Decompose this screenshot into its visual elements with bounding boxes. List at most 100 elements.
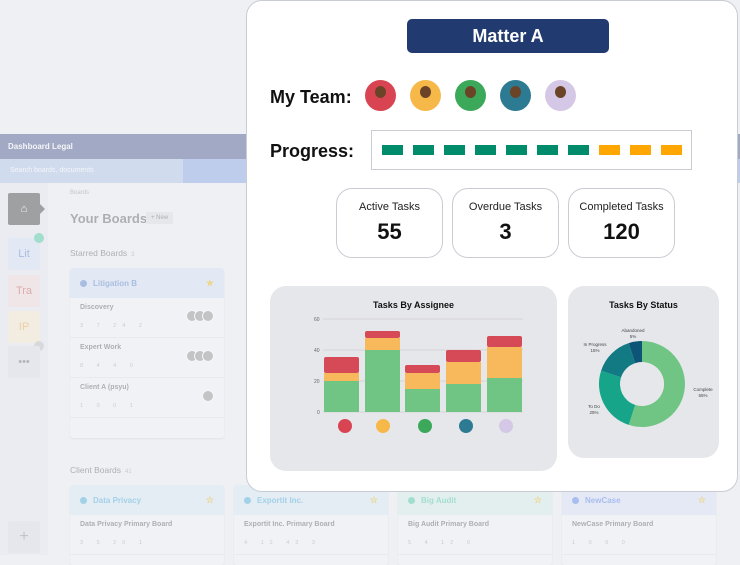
matter-panel: Matter A My Team: .f1::after{background:… [246, 0, 738, 492]
svg-text:0: 0 [317, 410, 320, 416]
svg-text:40: 40 [314, 348, 320, 354]
team-avatars: .f1::after{background:#eee} [365, 80, 576, 111]
svg-text:To Do: To Do [588, 404, 600, 409]
chart-title: Tasks By Assignee [372, 300, 455, 310]
svg-text:In Progress: In Progress [583, 342, 607, 347]
client-label: Client Boards [70, 465, 122, 475]
progress-label: Progress: [270, 141, 355, 161]
avatar[interactable] [545, 80, 576, 111]
board-card[interactable]: Big Audit ☆ Big Audit Primary Board 5 4 12… [398, 485, 552, 565]
avatar-group [186, 310, 214, 322]
star-outline-icon[interactable]: ☆ [533, 494, 542, 505]
svg-text:Abandoned: Abandoned [621, 328, 645, 333]
board-row[interactable]: Big Audit Primary Board 5 4 12 0 [398, 515, 552, 555]
row-counts: 1 0 0 1 [80, 403, 139, 409]
svg-text:55%: 55% [698, 393, 707, 398]
progress-segment-done [475, 145, 496, 155]
board-card-litigation-b[interactable]: Litigation B ★ Discovery 3 7 24 2 Expert W… [70, 268, 224, 438]
stat-overdue-tasks: Overdue Tasks 3 [452, 188, 559, 258]
board-name[interactable]: Exportit Inc. [257, 495, 304, 505]
status-dot [34, 341, 44, 351]
plus-icon: + [19, 528, 29, 545]
stat-value: 55 [377, 219, 402, 244]
row-title: Expert Work [80, 344, 122, 351]
row-title: Exportit Inc. Primary Board [244, 521, 335, 528]
row-title: Big Audit Primary Board [408, 521, 490, 528]
rail-item-lit[interactable]: Lit [8, 238, 40, 270]
board-name[interactable]: Big Audit [421, 495, 457, 505]
starred-count: 3 [131, 252, 135, 258]
row-counts: 3 7 24 2 [80, 323, 148, 329]
svg-text:20: 20 [314, 379, 320, 385]
star-outline-icon[interactable]: ☆ [205, 494, 214, 505]
progress-segment-todo [630, 145, 651, 155]
client-boards-heading: Client Boards 41 [70, 465, 132, 475]
board-row[interactable]: Client A (psyu) 1 0 0 1 [70, 378, 224, 418]
client-count: 41 [125, 469, 132, 475]
row-counts: 4 12 43 3 [244, 540, 321, 546]
avatar[interactable] [455, 80, 486, 111]
board-card[interactable]: NewCase ☆ NewCase Primary Board 1 0 9 0 [562, 485, 716, 565]
board-card[interactable]: Exportit Inc. ☆ Exportit Inc. Primary Boa… [234, 485, 388, 565]
progress-segment-done [506, 145, 527, 155]
avatar[interactable] [500, 80, 531, 111]
team-label: My Team: [270, 87, 352, 107]
board-color-dot [80, 279, 87, 287]
search-input[interactable]: Search boards, documents [0, 159, 183, 183]
board-row[interactable]: Data Privacy Primary Board 3 5 20 1 [70, 515, 224, 555]
starred-boards-heading: Starred Boards 3 [70, 248, 135, 258]
stat-label: Completed Tasks [579, 201, 664, 213]
board-name[interactable]: Litigation B [93, 278, 137, 288]
avatar-group [202, 390, 214, 402]
new-board-button[interactable]: + New [146, 212, 174, 224]
rail-item-more[interactable]: ••• [8, 346, 40, 378]
tasks-by-status-chart: Tasks By Status Abandoned 5% In Progress 1… [568, 286, 719, 458]
star-outline-icon[interactable]: ☆ [697, 494, 706, 505]
progress-segment-todo [661, 145, 682, 155]
home-icon: ⌂ [20, 203, 28, 215]
starred-label: Starred Boards [70, 248, 128, 258]
row-title: Data Privacy Primary Board [80, 521, 173, 528]
matter-title: Matter A [407, 19, 609, 53]
svg-text:5%: 5% [630, 334, 637, 339]
stat-label: Active Tasks [359, 201, 420, 213]
row-counts: 8 4 4 0 [80, 363, 139, 369]
progress-segment-done [568, 145, 589, 155]
home-button[interactable]: ⌂ [8, 193, 45, 225]
avatar[interactable]: .f1::after{background:#eee} [365, 80, 396, 111]
star-outline-icon[interactable]: ☆ [369, 494, 378, 505]
stat-completed-tasks: Completed Tasks 120 [568, 188, 675, 258]
progress-segment-todo [599, 145, 620, 155]
svg-text:15%: 15% [590, 348, 599, 353]
avatar-group [186, 350, 214, 362]
progress-bar [371, 130, 692, 170]
board-card[interactable]: Data Privacy ☆ Data Privacy Primary Board… [70, 485, 224, 565]
board-row[interactable]: NewCase Primary Board 1 0 9 0 [562, 515, 716, 555]
stat-value: 120 [603, 219, 640, 244]
bars [324, 331, 522, 412]
progress-segment-done [382, 145, 403, 155]
star-icon[interactable]: ★ [205, 277, 214, 288]
bar-chart-svg: 60 40 20 0 [314, 317, 523, 433]
left-rail [0, 183, 48, 555]
add-board-button[interactable]: + [8, 521, 40, 553]
board-name[interactable]: Data Privacy [93, 495, 142, 505]
svg-text:25%: 25% [589, 410, 598, 415]
breadcrumb[interactable]: Boards [70, 190, 90, 196]
svg-text:60: 60 [314, 317, 320, 323]
board-row[interactable]: Expert Work 8 4 4 0 [70, 338, 224, 378]
rail-item-ip[interactable]: IP [8, 311, 40, 343]
progress-segment-done [537, 145, 558, 155]
tasks-by-assignee-chart: Tasks By Assignee 60 40 20 0 [270, 286, 557, 471]
assignee-avatars [338, 419, 513, 433]
board-name[interactable]: NewCase [585, 495, 621, 505]
row-counts: 1 0 9 0 [572, 540, 631, 546]
row-counts: 5 4 12 0 [408, 540, 476, 546]
stat-value: 3 [499, 219, 512, 244]
notification-dot [34, 233, 44, 243]
rail-item-tra[interactable]: Tra [8, 275, 40, 307]
avatar[interactable] [410, 80, 441, 111]
board-row[interactable]: Discovery 3 7 24 2 [70, 298, 224, 338]
board-row[interactable]: Exportit Inc. Primary Board 4 12 43 3 [234, 515, 388, 555]
